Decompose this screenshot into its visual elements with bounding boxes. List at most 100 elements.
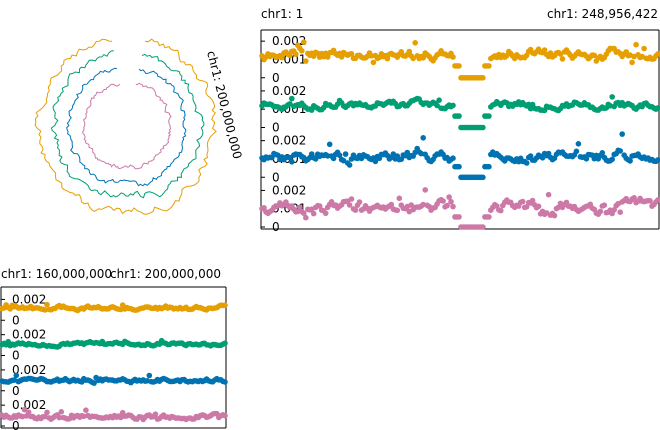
data-point [370, 59, 377, 66]
data-point [480, 224, 486, 230]
data-point [420, 55, 427, 61]
data-point [631, 195, 637, 201]
data-point [583, 156, 590, 162]
data-point [316, 203, 323, 209]
data-point [609, 156, 615, 163]
data-point [322, 210, 329, 217]
data-point [356, 199, 363, 205]
data-point [58, 409, 65, 415]
data-point [324, 54, 331, 60]
y-tick-label: 0 [272, 71, 280, 85]
data-point [336, 152, 343, 159]
data-point [372, 158, 379, 165]
data-point [450, 54, 456, 60]
data-point [299, 48, 305, 54]
y-tick-label: 0 [12, 384, 20, 398]
full-chromosome-tracks: 0.0020.00100.0020.00100.0020.00100.0020.… [259, 29, 660, 234]
y-tick-label: 0.002 [12, 328, 46, 342]
data-point [446, 194, 452, 200]
data-point [597, 208, 604, 215]
data-point [310, 210, 317, 217]
data-point [293, 51, 299, 57]
full-start-label: chr1: 1 [261, 7, 303, 21]
data-point [394, 207, 401, 214]
data-point [480, 174, 486, 181]
data-point [346, 202, 353, 208]
y-tick-label: 0 [272, 170, 280, 184]
data-point [619, 131, 625, 137]
data-point [303, 214, 309, 221]
data-point [498, 207, 504, 214]
data-point [117, 306, 124, 313]
data-point [396, 195, 403, 202]
data-point [222, 340, 228, 347]
data-point [303, 58, 309, 64]
data-point [295, 208, 301, 215]
data-point [633, 41, 639, 48]
data-point [152, 411, 159, 418]
data-point [655, 105, 660, 111]
data-point [261, 205, 267, 211]
data-point [611, 207, 617, 213]
full-end-label: chr1: 248,956,422 [547, 7, 658, 21]
y-tick-label: 0.002 [272, 183, 306, 197]
data-point [412, 40, 419, 46]
data-point [406, 48, 413, 55]
data-point [297, 204, 303, 210]
y-tick-label: 0.002 [12, 363, 46, 377]
data-point [601, 202, 608, 208]
data-point [222, 302, 228, 309]
data-point [44, 409, 50, 416]
data-point [289, 95, 295, 102]
data-point [450, 155, 456, 161]
data-point [91, 380, 97, 386]
data-point [436, 97, 442, 103]
zoom-start-label: chr1: 160,000,000 [1, 267, 112, 281]
data-point [541, 47, 548, 53]
data-point [486, 63, 492, 69]
data-point [25, 409, 32, 416]
data-point [289, 159, 295, 165]
data-point [456, 63, 462, 69]
circular-series-line [50, 50, 205, 199]
data-point [629, 59, 635, 66]
circular-position-label: chr1: 200,000,000 [204, 49, 244, 160]
data-point [599, 150, 606, 156]
data-point [352, 207, 359, 213]
y-tick-label: 0 [272, 121, 280, 135]
data-point [529, 197, 536, 204]
data-point [456, 163, 462, 170]
data-point [444, 202, 450, 209]
circular-series-line [66, 67, 187, 187]
data-point [545, 191, 552, 198]
data-point [222, 379, 228, 385]
data-point [368, 53, 375, 59]
circular-series-line [82, 82, 172, 170]
data-point [301, 210, 307, 216]
data-point [456, 214, 462, 220]
data-point [301, 39, 307, 45]
data-point [480, 75, 486, 81]
data-point [617, 209, 623, 215]
data-point [222, 412, 228, 419]
data-point [641, 45, 647, 52]
data-point [388, 201, 395, 208]
circular-chromosome-plot [34, 38, 217, 215]
data-point [279, 54, 285, 61]
data-point [450, 102, 456, 109]
data-point [146, 372, 153, 379]
y-tick-label: 0.002 [272, 84, 306, 98]
data-point [448, 198, 454, 205]
data-point [410, 55, 417, 62]
data-point [575, 141, 582, 147]
circular-series-line [34, 38, 217, 215]
data-point [523, 160, 530, 166]
data-point [83, 407, 89, 414]
data-point [617, 148, 623, 154]
data-point [609, 94, 615, 100]
data-point [655, 51, 660, 57]
data-point [486, 214, 492, 220]
data-point [655, 197, 660, 203]
data-point [655, 157, 660, 163]
data-point [456, 113, 462, 119]
